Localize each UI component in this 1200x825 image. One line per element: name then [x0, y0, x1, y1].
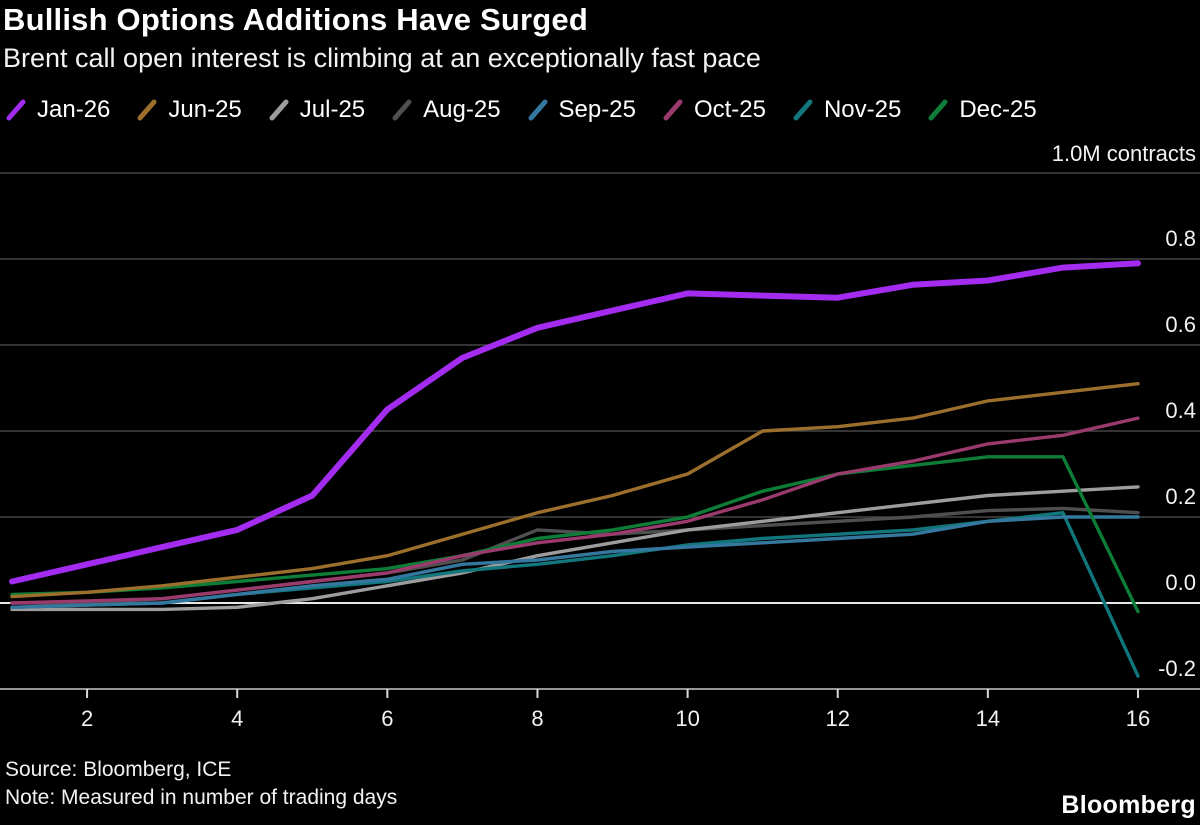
source-label: Source: Bloomberg, ICE [5, 758, 232, 781]
legend-item-aug-25[interactable]: Aug-25 [392, 96, 501, 124]
legend-item-dec-25[interactable]: Dec-25 [928, 96, 1037, 124]
legend-item-label: Jun-25 [168, 96, 242, 123]
legend-item-label: Jul-25 [299, 96, 366, 123]
x-axis-label: 14 [975, 706, 1001, 731]
legend-line-icon [392, 99, 412, 121]
x-axis-label: 8 [531, 706, 544, 731]
legend-item-jul-25[interactable]: Jul-25 [269, 96, 365, 124]
y-axis-label: 0.0 [1165, 570, 1196, 595]
legend-item-label: Jan-26 [37, 96, 111, 123]
legend-item-nov-25[interactable]: Nov-25 [793, 96, 901, 124]
x-axis-label: 2 [80, 706, 94, 731]
bloomberg-logo: Bloomberg [1061, 791, 1196, 819]
y-axis-label: 0.6 [1165, 312, 1196, 337]
legend-line-icon [528, 99, 548, 121]
y-axis-label: 0.4 [1165, 398, 1196, 423]
y-axis-label: 0.8 [1165, 226, 1196, 251]
series-line-dec-25 [10, 455, 1140, 614]
legend-item-sep-25[interactable]: Sep-25 [528, 96, 636, 124]
legend-item-label: Aug-25 [423, 96, 501, 123]
series-line-jul-25 [10, 485, 1140, 612]
legend-item-label: Dec-25 [959, 96, 1037, 123]
line-chart [0, 172, 1200, 698]
series-line-oct-25 [10, 416, 1140, 605]
legend: Jan-26 Jun-25 Jul-25 Aug-25 Sep-25 Oct-25 Nov-… [6, 96, 1037, 124]
legend-line-icon [663, 99, 683, 121]
series-line-sep-25 [10, 515, 1140, 609]
legend-line-icon [928, 99, 948, 121]
legend-item-jan-26[interactable]: Jan-26 [6, 96, 110, 124]
legend-line-icon [6, 99, 26, 121]
x-axis-label: 12 [825, 706, 850, 731]
legend-item-oct-25[interactable]: Oct-25 [663, 96, 766, 124]
series-line-jan-26 [9, 260, 1141, 585]
x-axis-label: 4 [231, 706, 244, 731]
legend-line-icon [793, 99, 813, 121]
x-axis-label: 10 [675, 706, 700, 731]
y-axis-unit-label: 1.0M contracts [1051, 141, 1196, 166]
series-line-jun-25 [10, 381, 1140, 599]
legend-line-icon [137, 99, 157, 121]
legend-item-label: Oct-25 [693, 96, 766, 123]
x-axis-label: 6 [381, 706, 394, 731]
chart-subtitle: Brent call open interest is climbing at … [3, 43, 761, 73]
legend-line-icon [269, 99, 289, 121]
y-axis-label: -0.2 [1158, 656, 1196, 681]
legend-item-jun-25[interactable]: Jun-25 [137, 96, 242, 124]
legend-item-label: Nov-25 [823, 96, 902, 123]
note-label: Note: Measured in number of trading days [5, 786, 398, 809]
y-axis-label: 0.2 [1165, 484, 1196, 509]
legend-item-label: Sep-25 [558, 96, 636, 123]
x-axis-label: 16 [1125, 706, 1151, 731]
chart-title: Bullish Options Additions Have Surged [3, 2, 588, 37]
